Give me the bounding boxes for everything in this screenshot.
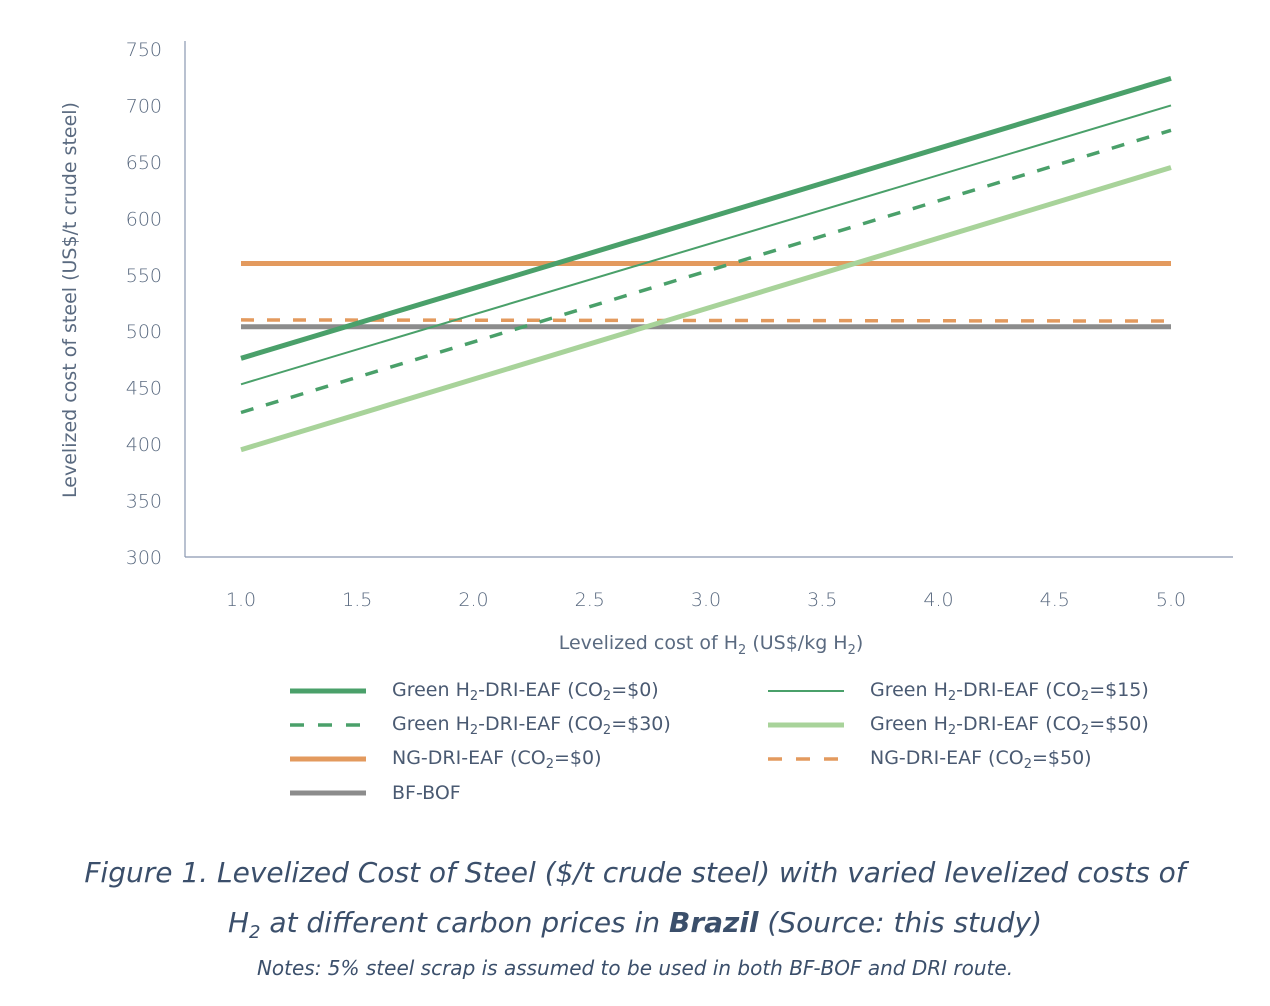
y-tick-label: 750 — [126, 39, 162, 61]
y-tick-label: 350 — [126, 491, 162, 513]
legend-label: NG-DRI-EAF (CO2=$0) — [392, 746, 602, 772]
legend-label: Green H2-DRI-EAF (CO2=$15) — [870, 678, 1149, 704]
y-tick-label: 300 — [126, 547, 162, 569]
y-tick-label: 500 — [126, 321, 162, 343]
legend-swatch — [768, 715, 844, 735]
country-name: Brazil — [668, 906, 759, 939]
legend-item: NG-DRI-EAF (CO2=$0) — [290, 744, 602, 774]
chart: 300 350 400 450 500 550 600 650 700 750 1.0 1.5 2.0… — [59, 39, 1233, 658]
y-axis-label: Levelized cost of steel (US$/t crude ste… — [59, 102, 81, 498]
x-tick-label: 2.5 — [575, 589, 605, 611]
y-tick-label: 700 — [126, 95, 162, 117]
legend-item: BF-BOF — [290, 778, 461, 808]
legend-item: Green H2-DRI-EAF (CO2=$15) — [768, 676, 1149, 706]
series-line-2 — [240, 128, 1172, 415]
x-axis: 1.0 1.5 2.0 2.5 3.0 3.5 4.0 4.5 5.0 — [185, 556, 1233, 611]
legend-label: BF-BOF — [392, 782, 461, 804]
legend-swatch — [290, 715, 366, 735]
legend-item: Green H2-DRI-EAF (CO2=$50) — [768, 710, 1149, 740]
legend-swatch — [290, 681, 366, 701]
y-tick-label: 450 — [126, 378, 162, 400]
series-line-1 — [240, 104, 1172, 386]
legend-item: NG-DRI-EAF (CO2=$50) — [768, 744, 1092, 774]
figure-caption: Figure 1. Levelized Cost of Steel ($/t c… — [0, 848, 1270, 958]
y-tick-label: 550 — [126, 265, 162, 287]
caption-line-2: H2 at different carbon prices in Brazil … — [227, 906, 1043, 943]
y-tick-label: 650 — [126, 152, 162, 174]
legend-swatch — [290, 783, 366, 803]
x-tick-label: 4.5 — [1040, 589, 1070, 611]
legend-swatch — [290, 749, 366, 769]
x-tick-label: 5.0 — [1156, 589, 1186, 611]
x-tick-label: 1.5 — [342, 589, 372, 611]
legend-label: Green H2-DRI-EAF (CO2=$30) — [392, 712, 671, 738]
y-axis: 300 350 400 450 500 550 600 650 700 750 — [126, 39, 186, 569]
x-tick-label: 2.0 — [458, 589, 488, 611]
series-line-0 — [240, 75, 1172, 361]
legend-item: Green H2-DRI-EAF (CO2=$30) — [290, 710, 671, 740]
series-lines — [240, 75, 1172, 453]
y-tick-label: 400 — [126, 434, 162, 456]
y-tick-label: 600 — [126, 208, 162, 230]
legend-label: Green H2-DRI-EAF (CO2=$0) — [392, 678, 659, 704]
series-line-3 — [240, 165, 1172, 453]
caption-line-1: Figure 1. Levelized Cost of Steel ($/t c… — [84, 856, 1186, 889]
x-tick-label: 4.0 — [923, 589, 953, 611]
legend-item: Green H2-DRI-EAF (CO2=$0) — [290, 676, 659, 706]
x-tick-label: 3.0 — [691, 589, 721, 611]
legend-swatch — [768, 681, 844, 701]
x-axis-label: Levelized cost of H2 (US$/kg H2) — [559, 632, 864, 658]
legend-swatch — [768, 749, 844, 769]
legend-label: Green H2-DRI-EAF (CO2=$50) — [870, 712, 1149, 738]
legend-label: NG-DRI-EAF (CO2=$50) — [870, 746, 1092, 772]
x-tick-label: 1.0 — [226, 589, 256, 611]
series-line-5 — [240, 318, 1172, 323]
caption-note: Notes: 5% steel scrap is assumed to be u… — [256, 956, 1014, 980]
x-tick-label: 3.5 — [807, 589, 837, 611]
